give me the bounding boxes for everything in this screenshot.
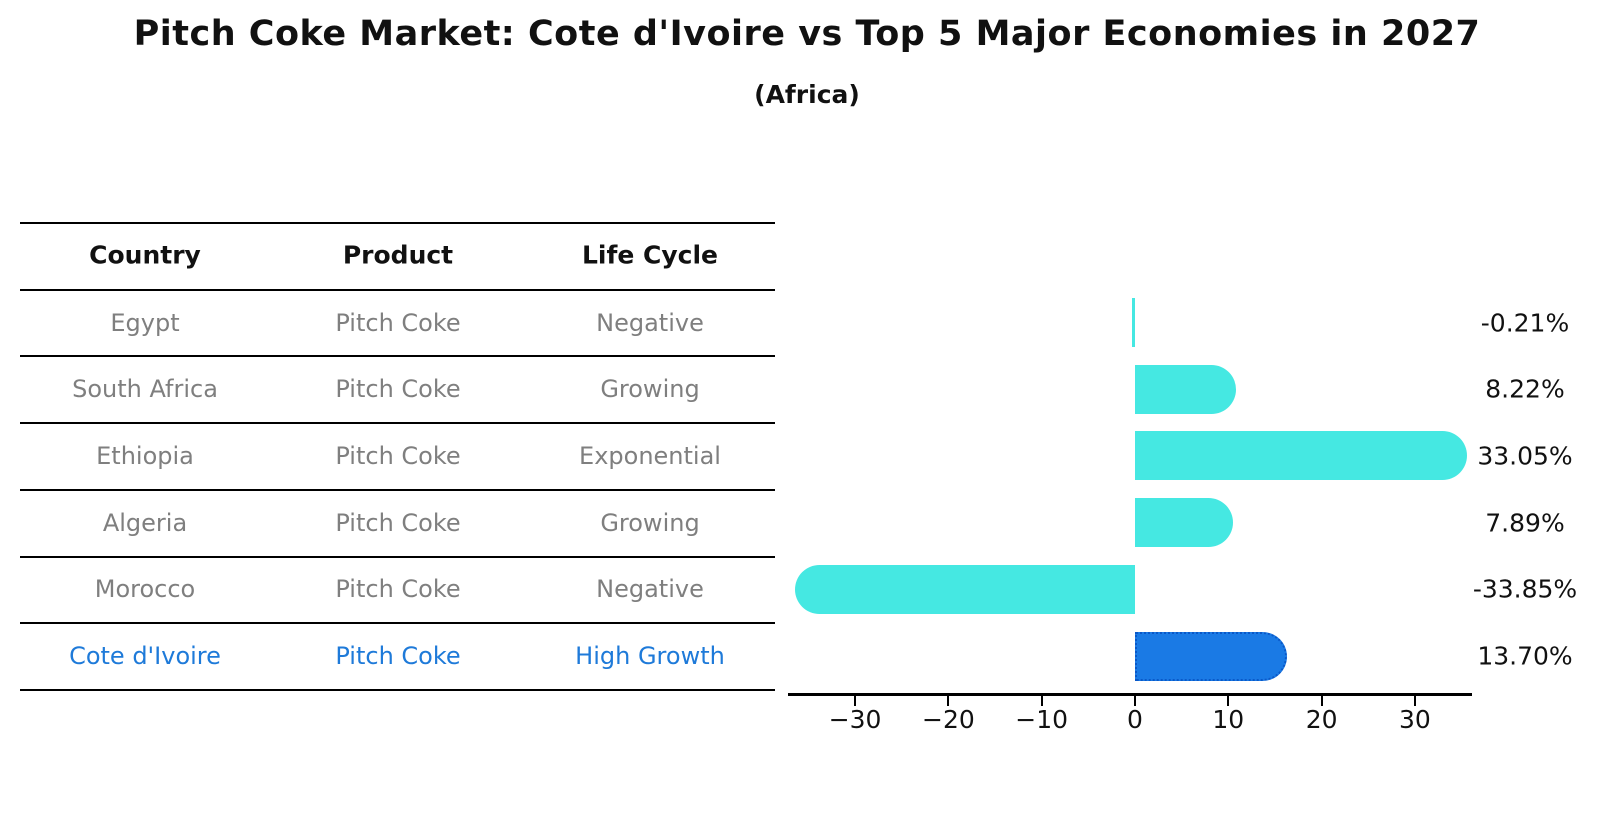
table-cell: Growing xyxy=(600,508,700,537)
table-cell: High Growth xyxy=(575,642,725,670)
table-cell: Morocco xyxy=(94,575,196,604)
x-axis-tick-label: −10 xyxy=(1015,705,1069,734)
x-axis-tick xyxy=(1227,696,1230,706)
bar-ethiopia xyxy=(1135,431,1468,481)
table-cell: Pitch Coke xyxy=(335,375,461,404)
chart-title: Pitch Coke Market: Cote d'Ivoire vs Top … xyxy=(133,14,1481,54)
table-rule xyxy=(20,488,775,491)
table-header-country: Country xyxy=(89,240,201,270)
x-axis-tick xyxy=(1134,696,1136,706)
table-rule xyxy=(20,622,775,625)
value-label: 7.89% xyxy=(1485,508,1565,538)
value-label: 13.70% xyxy=(1477,641,1573,671)
value-label: -0.21% xyxy=(1480,308,1570,337)
table-cell: Pitch Coke xyxy=(335,508,461,537)
x-axis-line xyxy=(788,693,1472,696)
table-cell: Egypt xyxy=(110,308,180,337)
table-header-life-cycle: Life Cycle xyxy=(581,240,719,270)
value-label: -33.85% xyxy=(1472,574,1578,604)
table-header-product: Product xyxy=(342,240,454,270)
table-cell: Pitch Coke xyxy=(335,308,461,337)
x-axis-tick xyxy=(1040,696,1043,706)
table-rule xyxy=(20,422,775,425)
value-label: 8.22% xyxy=(1485,374,1565,404)
x-axis-tick xyxy=(947,696,950,706)
table-cell: Negative xyxy=(596,575,704,604)
x-axis-tick-label: 10 xyxy=(1212,705,1245,734)
table-rule xyxy=(20,355,775,358)
table-rule xyxy=(20,555,775,558)
table-rule xyxy=(20,288,775,291)
table-cell: South Africa xyxy=(72,375,218,404)
table-cell: Pitch Coke xyxy=(335,441,461,470)
table-cell: Negative xyxy=(596,308,704,337)
bar-morocco xyxy=(795,564,1135,614)
x-axis-tick-label: 20 xyxy=(1305,705,1338,734)
table-cell: Ethiopia xyxy=(96,441,194,470)
value-label: 33.05% xyxy=(1477,441,1573,471)
x-axis-tick xyxy=(1413,696,1416,706)
table-rule xyxy=(20,688,775,691)
x-axis-tick-label: 0 xyxy=(1127,705,1143,734)
x-axis-tick xyxy=(1320,696,1323,706)
table-cell: Pitch Coke xyxy=(335,642,461,670)
x-axis-tick-label: 30 xyxy=(1398,705,1431,734)
table-rule xyxy=(20,222,775,224)
bar-chart: -0.21% 8.22% 33.05% 7.89% -33.85% 13.70% −30 −2… xyxy=(780,0,1614,823)
bar-south-africa xyxy=(1135,364,1236,414)
bar-algeria xyxy=(1135,498,1233,548)
chart-subtitle: (Africa) xyxy=(754,80,860,109)
x-axis-tick-label: −20 xyxy=(922,705,975,734)
table-cell: Growing xyxy=(600,375,700,404)
table-cell: Algeria xyxy=(102,508,188,537)
bar-cote-d-ivoire xyxy=(1135,631,1287,681)
bar-egypt xyxy=(1132,298,1135,347)
table-cell: Pitch Coke xyxy=(335,575,461,604)
country-table: Country Product Life Cycle Egypt Pitch Coke N… xyxy=(0,0,780,823)
x-axis-tick-label: −30 xyxy=(828,705,882,734)
table-cell: Exponential xyxy=(579,441,721,470)
x-axis-tick xyxy=(854,696,857,706)
table-cell: Cote d'Ivoire xyxy=(69,642,221,670)
